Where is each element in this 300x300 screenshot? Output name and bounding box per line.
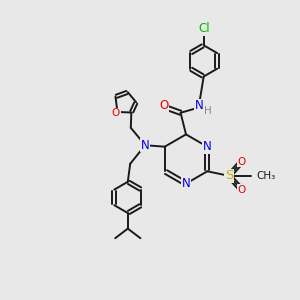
- Text: N: N: [141, 139, 150, 152]
- Text: N: N: [182, 177, 190, 190]
- Text: O: O: [112, 108, 120, 118]
- Text: N: N: [195, 99, 204, 112]
- Text: H: H: [204, 106, 212, 116]
- Text: O: O: [238, 185, 246, 195]
- Text: CH₃: CH₃: [256, 171, 275, 181]
- Text: N: N: [203, 140, 212, 153]
- Text: O: O: [160, 99, 169, 112]
- Text: O: O: [238, 157, 246, 167]
- Text: Cl: Cl: [198, 22, 209, 35]
- Text: S: S: [225, 169, 233, 182]
